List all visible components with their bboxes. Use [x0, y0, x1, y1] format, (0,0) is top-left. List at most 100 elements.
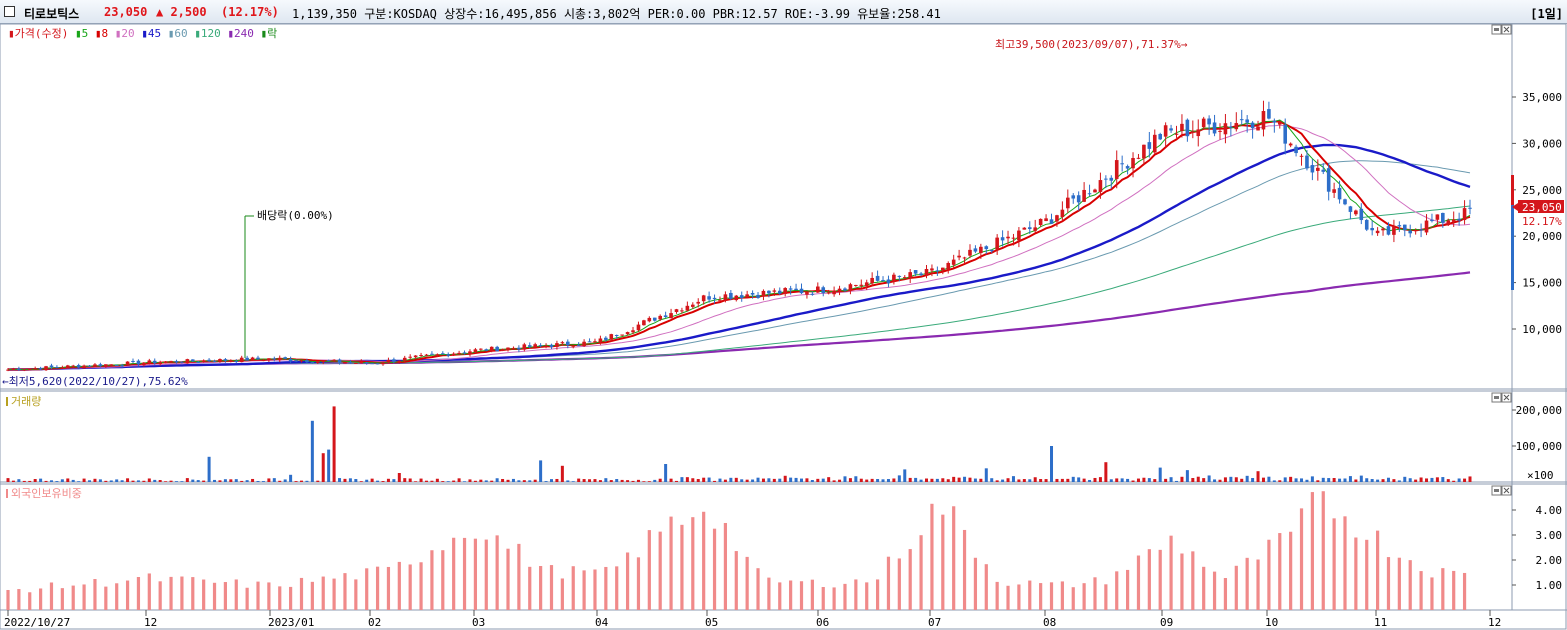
candle-body	[440, 353, 445, 355]
volume-bar	[1191, 478, 1195, 482]
candle-body	[750, 293, 755, 295]
volume-bar	[218, 480, 222, 482]
volume-bar	[1234, 477, 1238, 482]
foreign-bar	[212, 582, 217, 610]
select-checkbox[interactable]	[4, 6, 15, 17]
candle-body	[1098, 180, 1103, 192]
volume-bar	[424, 480, 428, 482]
volume-bar	[680, 477, 684, 482]
candle-body	[256, 357, 260, 360]
xtick-label: 08	[1043, 616, 1056, 629]
foreign-bar	[593, 569, 597, 610]
low-annotation: ←최저5,620(2022/10/27),75.62%	[2, 375, 188, 388]
candle-body	[609, 334, 614, 340]
candle-body	[1451, 219, 1456, 222]
candle-body	[1066, 197, 1070, 209]
candle-body	[1277, 121, 1282, 125]
volume-bar	[158, 480, 162, 482]
volume-bar	[327, 449, 331, 482]
period-selector[interactable]: [1일]	[1530, 7, 1563, 21]
candle-body	[902, 277, 907, 279]
candle-body	[1218, 130, 1222, 132]
volume-bar	[1251, 478, 1255, 482]
candle-body	[1174, 133, 1179, 135]
candle-body	[1446, 220, 1451, 226]
volume-bar	[1223, 477, 1227, 482]
candle-body	[1185, 119, 1190, 137]
candle-body	[620, 334, 624, 336]
candle-body	[419, 355, 423, 357]
volume-bar	[517, 480, 521, 482]
candle-body	[1435, 214, 1440, 220]
volume-bar	[495, 478, 499, 482]
foreign-bar	[528, 566, 532, 610]
volume-bar	[136, 480, 140, 482]
price-change-pct: (12.17%)	[221, 5, 279, 19]
volume-bar	[1457, 478, 1461, 482]
candle-body	[147, 360, 152, 364]
foreign-bar	[702, 511, 706, 610]
candle-body	[44, 366, 48, 371]
volume-bar	[1050, 446, 1054, 482]
candle-body	[1180, 123, 1184, 132]
volume-bar	[1332, 478, 1336, 482]
volume-bar	[1316, 480, 1320, 482]
volume-bar	[832, 480, 836, 482]
candle-body	[1283, 124, 1288, 144]
foreign-bar	[1125, 569, 1130, 610]
foreign-bar	[897, 558, 901, 610]
volume-bar	[245, 480, 249, 482]
volume-bar	[1386, 477, 1390, 482]
volume-bar	[1109, 479, 1113, 482]
foreign-bar	[1158, 549, 1162, 610]
volume-bar	[261, 481, 265, 482]
xtick-label: 2023/01	[268, 616, 314, 629]
volume-bar	[1126, 478, 1130, 482]
candle-body	[1343, 199, 1347, 205]
foreign-bar	[1039, 583, 1043, 610]
volume-bar	[49, 480, 53, 482]
foreign-bar	[473, 538, 478, 610]
candle-body	[1196, 129, 1201, 137]
foreign-panel-buttons[interactable]	[1491, 485, 1512, 496]
candle-body	[1082, 189, 1086, 202]
candle-body	[1076, 195, 1081, 203]
foreign-bar	[658, 531, 662, 610]
candle-body	[234, 361, 239, 363]
volume-bar	[223, 479, 227, 482]
candle-body	[859, 284, 864, 286]
candle-body	[310, 361, 315, 363]
volume-bar	[28, 480, 32, 482]
foreign-bar	[1452, 570, 1456, 610]
volume-bar	[283, 479, 287, 482]
foreign-bar	[506, 548, 510, 610]
volume-bar	[98, 479, 102, 482]
candle-body	[1294, 146, 1298, 154]
volume-bar	[1180, 476, 1184, 482]
foreign-bar	[549, 565, 554, 610]
candle-body	[864, 282, 869, 287]
volume-bar	[33, 479, 37, 482]
legend-swatch: ▮	[135, 27, 148, 40]
candle-body	[957, 255, 961, 258]
volume-panel-buttons[interactable]	[1491, 392, 1512, 403]
volume-bar	[278, 480, 282, 482]
volume-bar	[1196, 476, 1200, 482]
candle-body	[1250, 122, 1255, 129]
candle-body	[277, 358, 282, 361]
candle-body	[207, 359, 211, 362]
candle-body	[261, 360, 266, 362]
candle-body	[1011, 237, 1016, 239]
candle-body	[734, 295, 739, 301]
candle-body	[816, 286, 820, 293]
price-panel-buttons[interactable]	[1491, 24, 1512, 35]
candle-body	[777, 290, 782, 294]
volume-bar	[164, 481, 168, 482]
candle-body	[49, 365, 54, 368]
candle-body	[582, 341, 586, 347]
volume-bar	[674, 480, 678, 482]
volume-bar	[240, 480, 244, 482]
xtick-label: 10	[1265, 616, 1278, 629]
xtick-label: 12	[144, 616, 157, 629]
volume-bar	[430, 480, 434, 482]
